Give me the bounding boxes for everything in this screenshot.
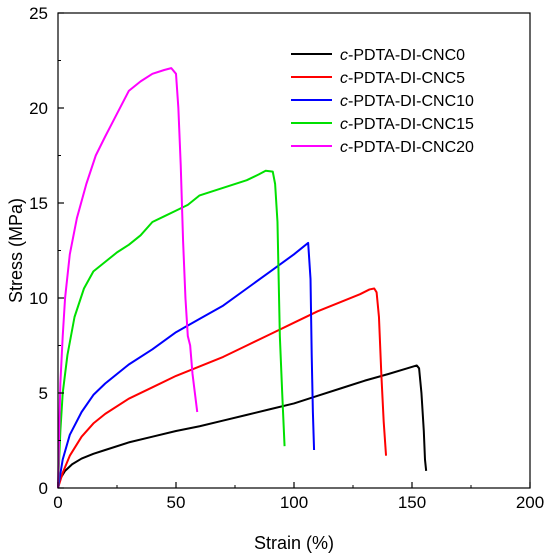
legend-label: c-PDTA-DI-CNC0 xyxy=(340,47,465,64)
x-axis-title: Strain (%) xyxy=(254,533,334,553)
legend-label: c-PDTA-DI-CNC10 xyxy=(340,93,474,110)
x-tick-label: 0 xyxy=(53,493,62,512)
series-line xyxy=(57,67,199,489)
legend-label: c-PDTA-DI-CNC20 xyxy=(340,139,474,156)
x-tick-label: 100 xyxy=(280,493,308,512)
series-line xyxy=(57,241,316,489)
legend-label-prefix: c xyxy=(340,116,348,133)
y-tick-label: 20 xyxy=(29,99,48,118)
legend-label-prefix: c xyxy=(340,93,348,110)
legend-label-rest: -PDTA-DI-CNC0 xyxy=(348,47,465,64)
y-tick-label: 0 xyxy=(39,479,48,498)
y-tick-label: 10 xyxy=(29,289,48,308)
legend-label-rest: -PDTA-DI-CNC5 xyxy=(348,70,465,87)
legend-label-prefix: c xyxy=(340,139,348,156)
x-tick-label: 50 xyxy=(167,493,186,512)
x-tick-label: 150 xyxy=(398,493,426,512)
legend-label-prefix: c xyxy=(340,47,348,64)
series-lines xyxy=(57,67,428,489)
series-line xyxy=(57,364,428,489)
y-axis-title: Stress (MPa) xyxy=(6,198,26,303)
y-tick-label: 25 xyxy=(29,4,48,23)
legend-label: c-PDTA-DI-CNC15 xyxy=(340,116,474,133)
legend-label-rest: -PDTA-DI-CNC15 xyxy=(348,116,474,133)
series-line xyxy=(57,169,286,489)
y-tick-label: 5 xyxy=(39,384,48,403)
legend-label: c-PDTA-DI-CNC5 xyxy=(340,70,465,87)
legend-label-prefix: c xyxy=(340,70,348,87)
legend-label-rest: -PDTA-DI-CNC10 xyxy=(348,93,474,110)
y-tick-label: 15 xyxy=(29,194,48,213)
legend-label-rest: -PDTA-DI-CNC20 xyxy=(348,139,474,156)
series-line xyxy=(57,287,388,489)
x-tick-label: 200 xyxy=(516,493,544,512)
y-axis: 0 5 10 15 20 25 xyxy=(29,4,64,498)
legend: c-PDTA-DI-CNC0c-PDTA-DI-CNC5c-PDTA-DI-CN… xyxy=(291,47,474,156)
x-axis: 0 50 100 150 200 xyxy=(53,482,544,512)
